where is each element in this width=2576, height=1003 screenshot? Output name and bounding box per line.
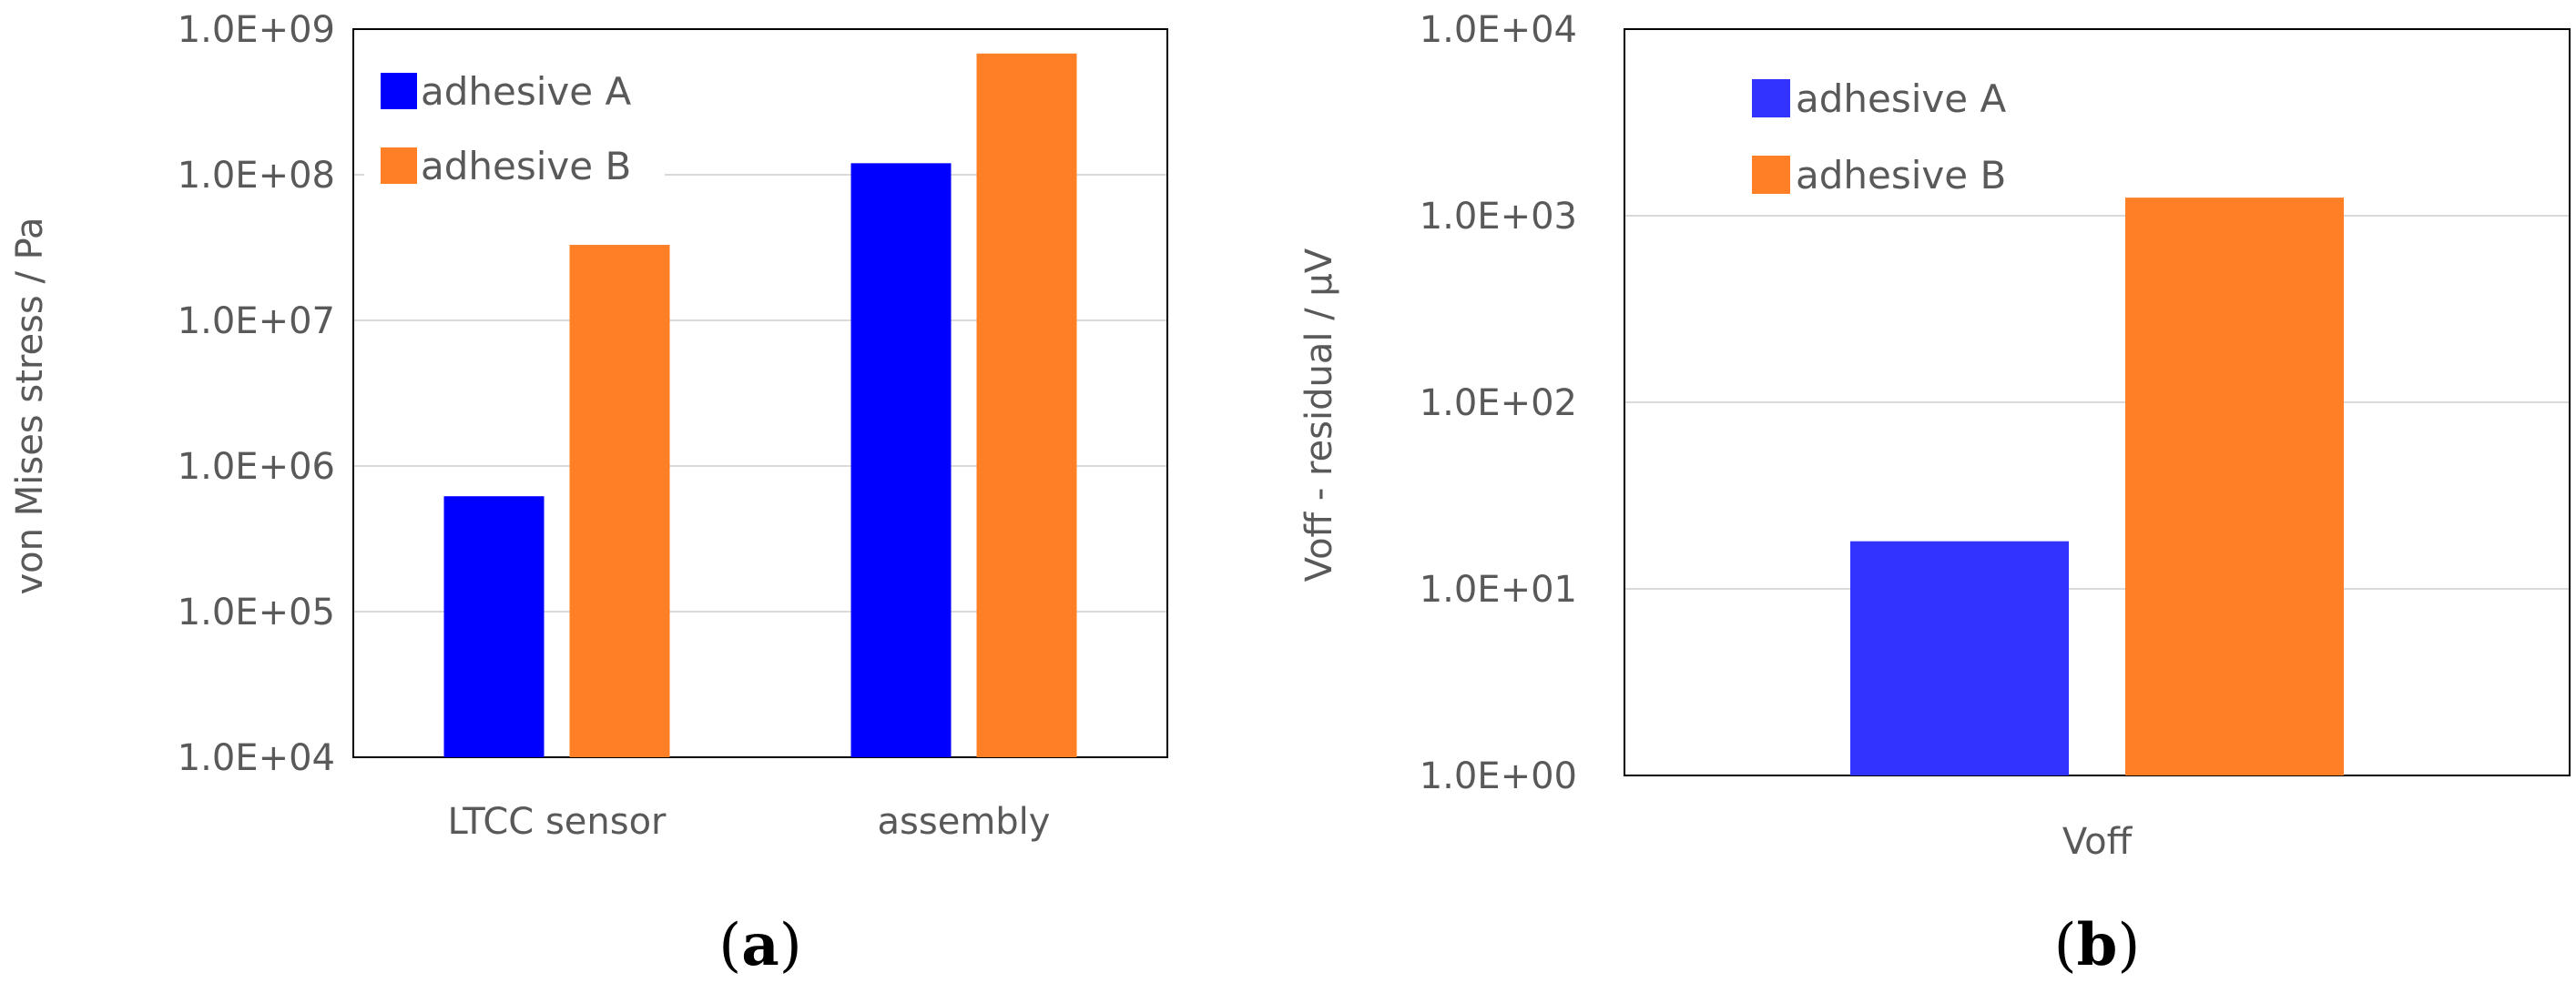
panel-letter: a — [741, 911, 779, 979]
category-label: LTCC sensor — [448, 801, 667, 843]
legend-swatch — [1752, 156, 1790, 194]
legend-swatch — [381, 73, 417, 109]
bar-adhesive-a — [443, 496, 545, 757]
plot-area-border — [352, 28, 1168, 758]
y-axis-label: von Mises stress / Pa — [9, 218, 51, 595]
panel-paren-open: ( — [718, 912, 741, 979]
y-axis-label: Voff - residual / µV — [1298, 248, 1340, 582]
y-tick-label: 1.0E+07 — [178, 300, 335, 342]
y-tick-label: 1.0E+08 — [178, 155, 335, 197]
y-tick-label: 1.0E+09 — [178, 9, 335, 51]
legend-swatch — [1752, 79, 1790, 117]
panel-paren-open: ( — [2054, 912, 2077, 979]
category-label: assembly — [878, 801, 1051, 843]
y-tick-label: 1.0E+05 — [178, 592, 335, 633]
y-tick-label: 1.0E+01 — [1420, 569, 1577, 611]
panel-paren-close: ) — [2117, 912, 2140, 979]
legend-entry: adhesive A — [421, 69, 631, 114]
bar-adhesive-b — [976, 53, 1077, 757]
category-label: Voff — [2062, 821, 2133, 863]
panel-label: (a) — [718, 911, 801, 979]
panel-label: (b) — [2054, 911, 2141, 979]
y-tick-label: 1.0E+03 — [1420, 196, 1577, 238]
chart-a: 1.0E+04 1.0E+05 1.0E+06 1.0E+07 1.0E+08 1.0E+… — [9, 9, 1168, 979]
bar-adhesive-a — [1850, 541, 2069, 775]
bar-adhesive-b — [2125, 198, 2344, 776]
plot-area-border — [1624, 28, 2571, 776]
legend-entry: adhesive B — [1796, 153, 2006, 198]
y-tick-label: 1.0E+00 — [1420, 755, 1577, 797]
y-tick-label: 1.0E+04 — [1420, 9, 1577, 51]
bar-adhesive-a — [850, 163, 952, 757]
y-tick-label: 1.0E+04 — [178, 737, 335, 779]
bar-adhesive-b — [569, 245, 670, 757]
chart-b: 1.0E+00 1.0E+01 1.0E+02 1.0E+03 1.0E+04 Voff V… — [1298, 9, 2571, 979]
panel-letter: b — [2077, 911, 2118, 979]
legend-swatch — [381, 147, 417, 184]
y-tick-label: 1.0E+02 — [1420, 382, 1577, 424]
y-tick-label: 1.0E+06 — [178, 446, 335, 488]
legend-entry: adhesive B — [421, 144, 631, 188]
legend-entry: adhesive A — [1796, 76, 2006, 121]
panel-paren-close: ) — [779, 912, 802, 979]
